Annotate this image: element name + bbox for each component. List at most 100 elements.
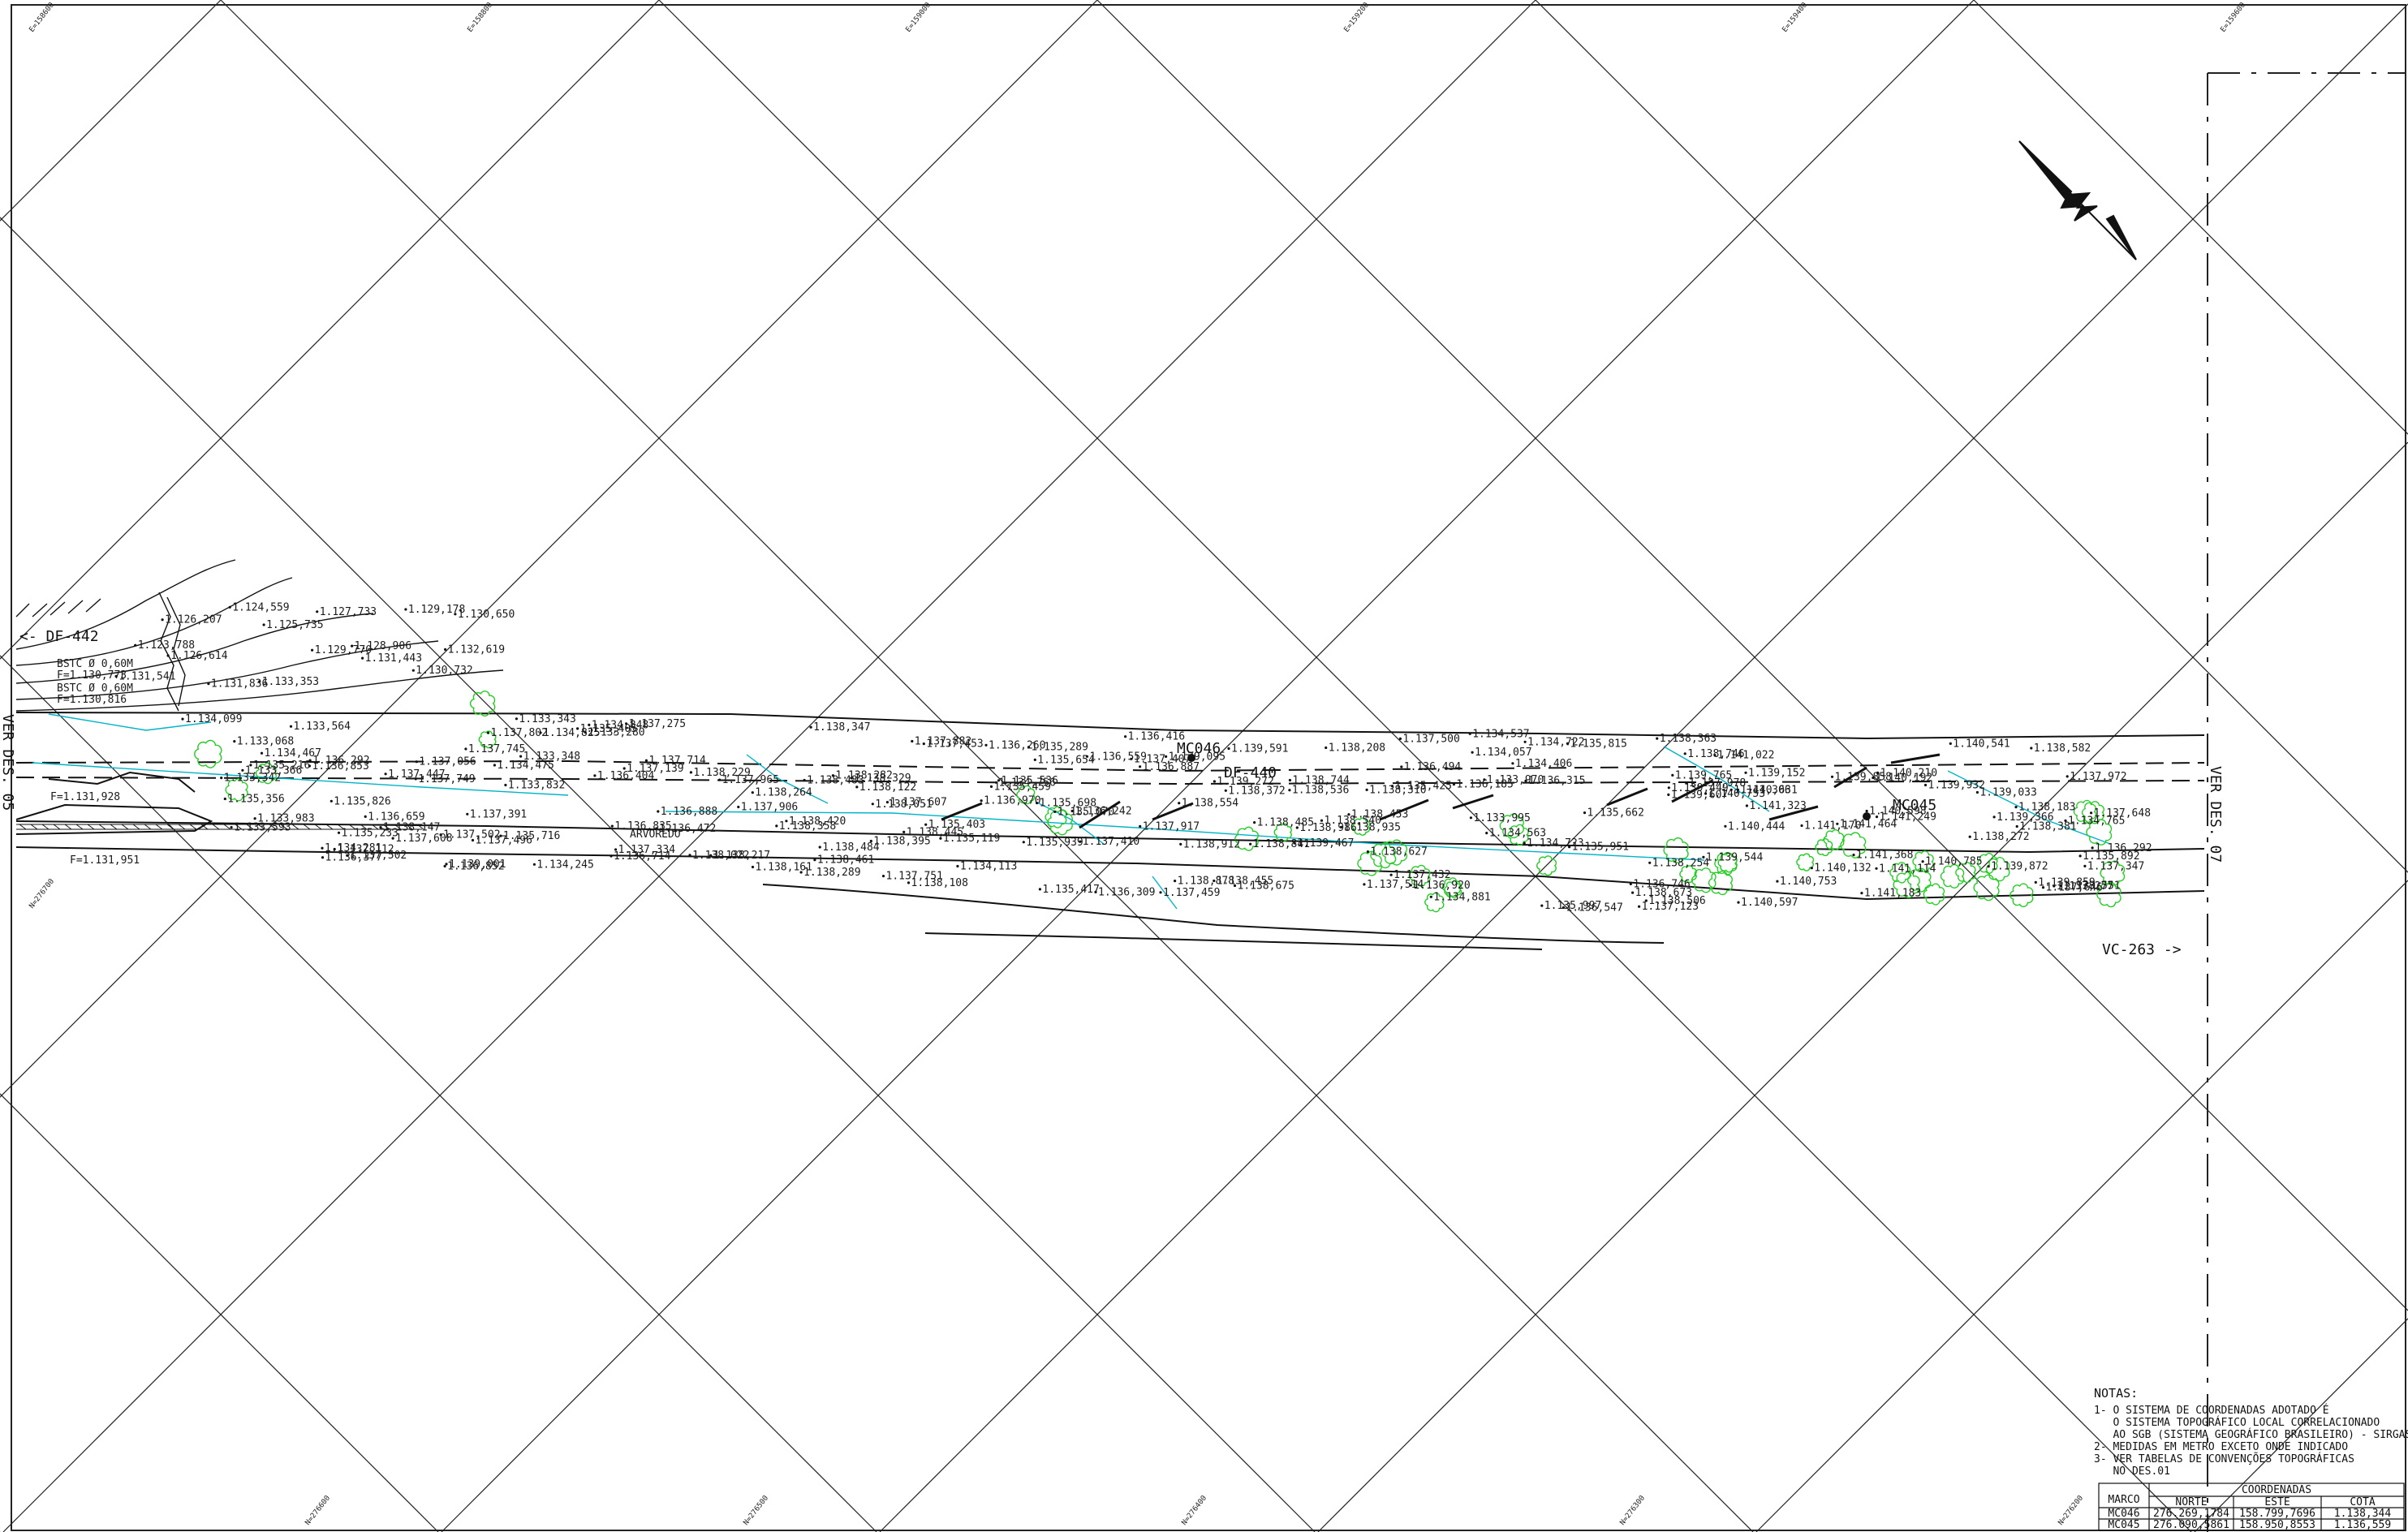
elevation-point [2090,811,2093,815]
elevation-point [588,723,591,727]
elevation-point [532,863,536,866]
elevation-label: 1.134,537 [1472,728,1529,740]
elevation-label: 1.137,453 [926,738,983,751]
elevation-point [1027,746,1031,749]
elevation-point [956,864,959,868]
elevation-point [1836,822,1839,825]
notes-title: NOTAS: [2094,1386,2138,1401]
elevation-point [1671,773,1674,777]
elevation-label: 1.134,825 [543,727,600,739]
elevation-point [1745,804,1748,807]
elevation-label: 1.134,722 [1527,736,1584,748]
elevation-point [1389,873,1393,876]
elevation-point [907,881,911,884]
elevation-point [997,779,1001,782]
table-header-group: COORDENADAS [2242,1484,2311,1496]
elevation-point [1124,735,1127,738]
elevation-point [321,846,324,850]
elevation-point [1227,747,1230,751]
elevation-label: 1.139,449 [1671,782,1728,794]
elevation-label: 1.137,906 [741,802,798,814]
elevation-point [622,767,626,770]
table-header-marco: MARCO [2108,1494,2139,1506]
elevation-label: 1.133,995 [1473,812,1530,824]
elevation-label: 1.137,607 [890,797,946,809]
elevation-label: 1.139,859 [2038,876,2095,889]
elevation-label: 1.132,619 [448,643,505,656]
elevation-point [1568,846,1571,849]
elevation-point [262,623,265,626]
elevation-point [1523,740,1527,743]
elevation-point [610,824,614,828]
tree-icon [1047,809,1073,836]
elevation-point [1865,809,1868,813]
elevation-point [308,764,311,768]
elevation-point [1085,755,1089,758]
elevation-point [1485,832,1488,835]
tree-icon [1016,785,1036,805]
elevation-label: 1.135,536 [1002,775,1058,787]
elevation-label: 1.135,997 [1544,900,1601,912]
elevation-point [1165,755,1168,759]
table-cell-norte: 276.090,5861 [2153,1519,2229,1531]
elevation-point [1288,778,1291,782]
grid-line [1317,441,2408,1532]
elevation-point [414,777,417,781]
elevation-point [1702,855,1705,859]
table-header-norte: NORTE [2175,1496,2207,1508]
elevation-point [391,837,394,840]
elevation-label: 1.139,872 [1991,861,2048,873]
elevation-label: 1.139,272 [1217,776,1273,788]
grid-line [2,0,1536,1532]
elevation-point [1987,865,1990,868]
elevation-label: 1.133,068 [237,736,294,748]
road-name-label: DF-440 [1224,764,1277,781]
elevation-label: 1.137,447 [388,768,445,781]
elevation-point [384,772,387,776]
elevation-point [1800,824,1803,828]
elevation-label: 1.135,356 [227,794,284,806]
elevation-label: 1.135,654 [1037,754,1095,766]
tree-icon [1714,852,1738,876]
elevation-point [1320,819,1324,822]
elevation-label: 1.137,802 [491,727,548,739]
elevation-label: 1.138,051 [875,798,932,811]
elevation-point [411,669,415,672]
elevation-point [1178,802,1181,805]
elevation-point [1724,824,1727,828]
marker-label: MC045 [1893,797,1936,814]
elevation-label: 1.137,745 [468,743,525,755]
elevation-label: 1.138,229 [693,767,750,779]
elevation-label: 1.138,673 [1635,887,1692,899]
elevation-point [1139,765,1142,768]
elevation-label: 1.137,714 [648,755,706,767]
elevation-point [415,760,418,764]
elevation-label: 1.129,770 [315,644,372,656]
elevation-point [614,848,618,851]
elevation-label: 1.125,735 [266,619,323,631]
elevation-point [803,778,806,782]
elevation-point [249,764,252,767]
elevation-point [939,837,942,840]
elevation-label: 1.141,368 [1856,850,1913,862]
elevation-point [316,610,319,613]
grid-line [0,655,877,1532]
elevation-point [1737,901,1740,904]
grid-line [1535,0,2408,873]
elevation-label: 1.136,887 [1143,761,1200,773]
elevation-point [1511,762,1514,765]
elevation-label: 1.129,178 [408,604,465,616]
elevation-label: 1.135,405 [580,723,637,735]
elevation-label: 1.140,597 [1741,897,1798,909]
slope-contours [15,559,504,712]
tree-icon [1273,823,1292,842]
elevation-point [902,830,906,833]
elevation-point [1810,867,1813,870]
elevation-label: 1.136,472 [659,823,716,835]
elevation-point [911,739,914,743]
note-line: AO SGB (SISTEMA GEOGRÁFICO BRASILEIRO) -… [2094,1428,2408,1441]
elevation-label: 1.134,113 [960,861,1017,873]
elevation-point [539,731,542,734]
elevation-point [1875,867,1878,870]
elevation-label: 1.131,541 [118,670,175,682]
